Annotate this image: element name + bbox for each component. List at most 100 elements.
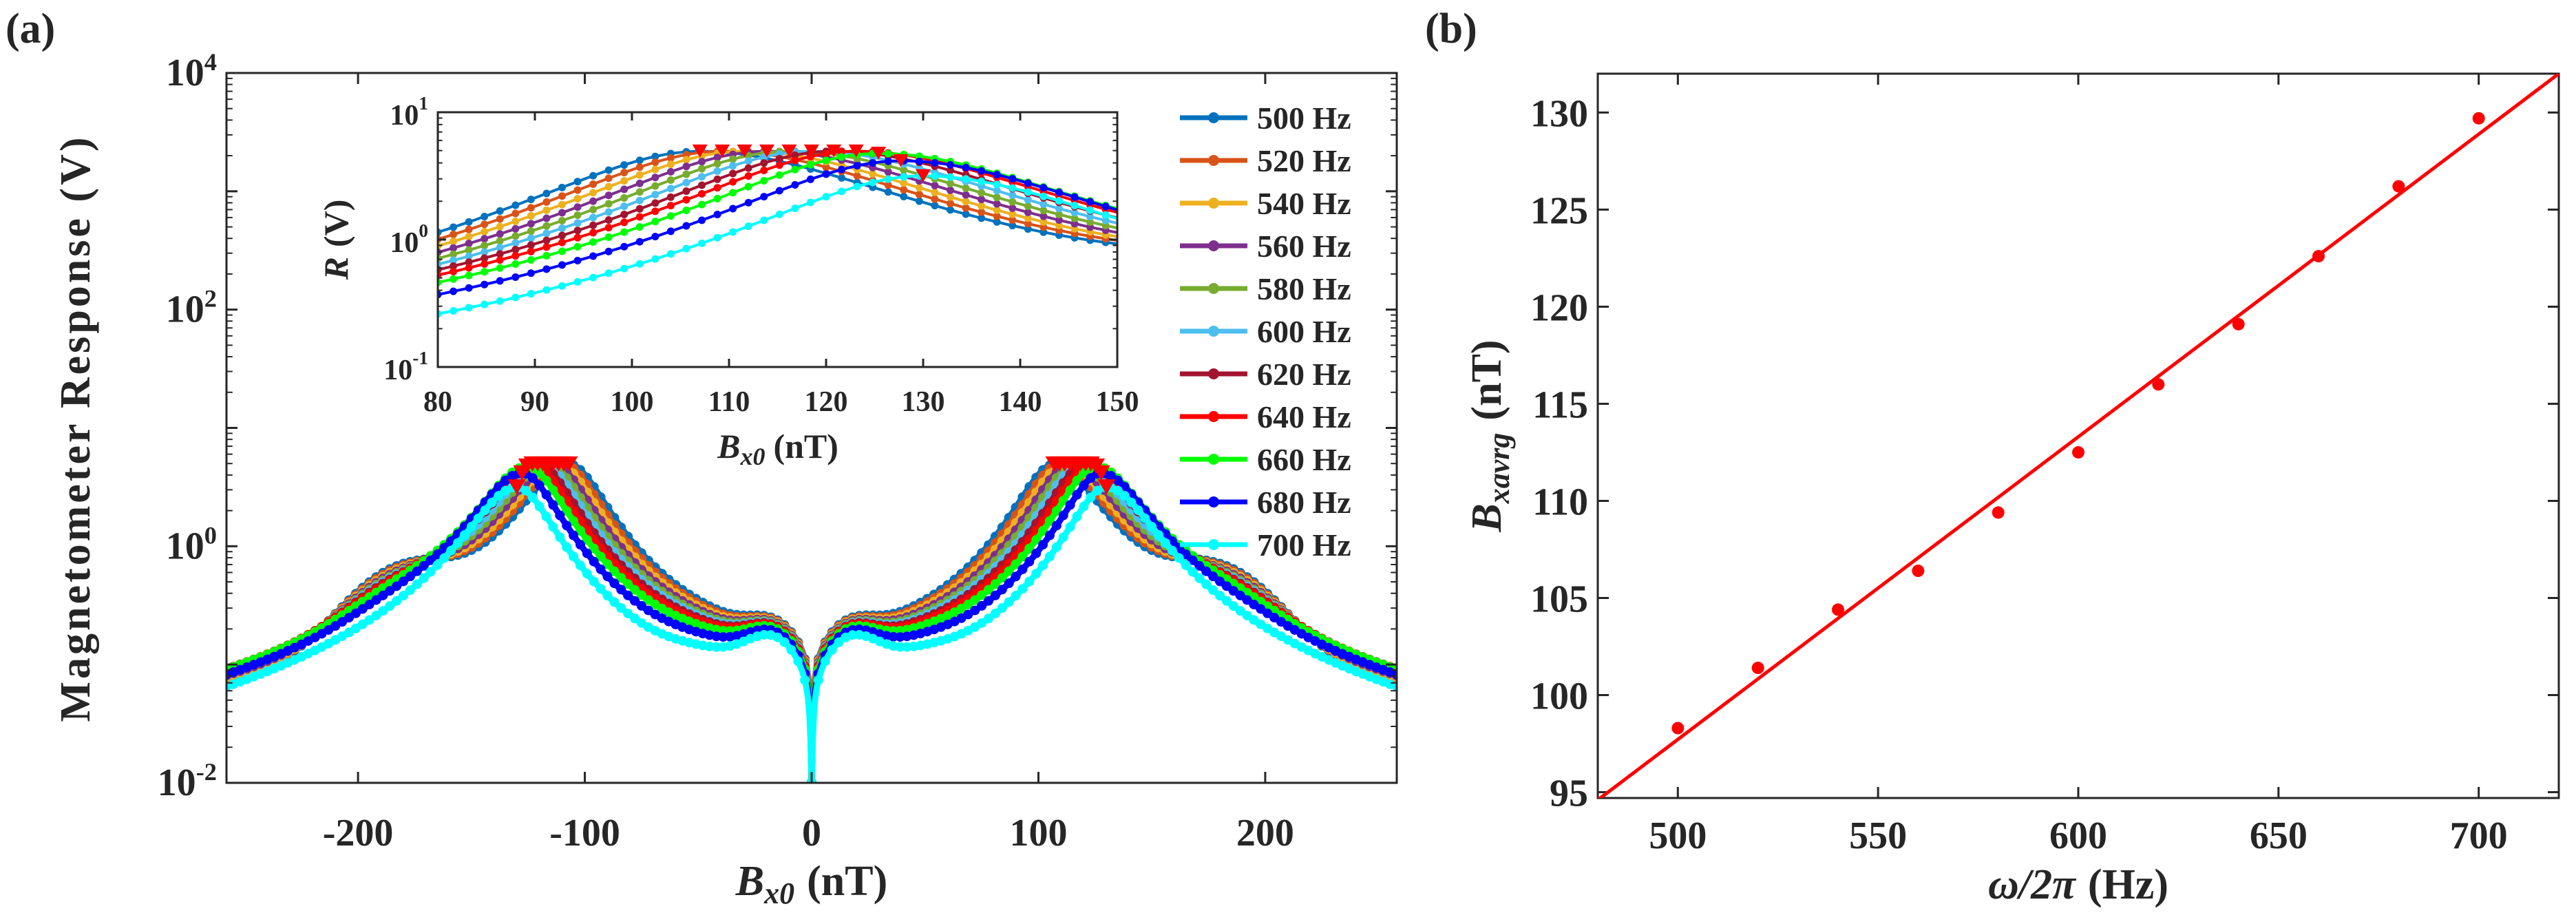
inset-series-marker — [450, 238, 458, 246]
series-marker — [575, 560, 585, 571]
data-point — [1671, 722, 1685, 735]
peak-marker — [1092, 465, 1110, 481]
inset-series-marker — [978, 202, 986, 210]
inset-series-marker — [666, 160, 675, 169]
series-marker — [1004, 578, 1014, 589]
inset-series-700-hz — [438, 172, 1117, 318]
legend-swatch-marker — [1208, 539, 1219, 550]
inset-series-marker — [729, 178, 737, 186]
main-ytick-label: 102 — [166, 285, 217, 331]
panel-b-xlabel: ω/2π (Hz) — [1988, 861, 2168, 908]
series-marker — [616, 603, 626, 613]
series-marker — [983, 613, 993, 624]
tick-exponent: 2 — [204, 285, 217, 313]
series-marker — [1140, 513, 1150, 523]
inset-series-marker — [589, 189, 598, 197]
inset-series-marker — [1086, 213, 1095, 221]
series-marker — [1174, 553, 1184, 563]
inset-series-marker — [838, 147, 846, 156]
series-marker — [1038, 525, 1048, 536]
b-xtick-label: 500 — [1649, 815, 1707, 857]
inset-series-marker — [496, 222, 504, 231]
main-xtick-label: -200 — [323, 812, 394, 854]
series-marker — [1004, 597, 1014, 607]
legend-label: 660 Hz — [1257, 442, 1351, 477]
inset-series-marker — [666, 168, 675, 176]
inset-series-marker — [620, 185, 629, 193]
inset-series-marker — [962, 163, 970, 171]
data-point — [2392, 180, 2405, 193]
series-marker — [555, 495, 565, 505]
series-marker — [1208, 585, 1218, 596]
series-marker — [1235, 606, 1245, 616]
legend-item: 660 Hz — [1180, 442, 1351, 477]
series-marker — [1228, 601, 1238, 611]
inset-series-marker — [915, 184, 923, 192]
series-marker — [1011, 591, 1021, 601]
series-marker — [412, 579, 422, 589]
inset-series-marker — [450, 275, 458, 283]
inset-series-marker — [542, 251, 551, 260]
inset-series-marker — [573, 178, 582, 186]
inset-series-marker — [682, 162, 690, 171]
series-marker — [562, 521, 572, 531]
series-marker — [609, 597, 620, 607]
series-marker — [990, 590, 1000, 600]
series-marker — [1044, 530, 1055, 540]
inset-series-marker — [791, 204, 799, 213]
inset-series-marker — [915, 197, 923, 205]
series-marker — [630, 585, 640, 595]
inset-series-marker — [496, 244, 504, 252]
inset-series-marker — [527, 227, 535, 235]
tick-exponent: 4 — [204, 48, 217, 76]
series-marker — [977, 618, 987, 628]
series-marker — [589, 556, 599, 567]
inset-series-marker — [838, 174, 846, 182]
series-marker — [983, 585, 993, 595]
inset-series-marker — [465, 264, 473, 272]
legend-swatch-marker — [1208, 411, 1219, 422]
series-marker — [1086, 492, 1096, 503]
inset-ytick-label: 101 — [390, 93, 428, 132]
inset-series-marker — [682, 207, 690, 215]
inset-xtick-label: 150 — [1096, 386, 1139, 418]
series-marker — [364, 599, 374, 609]
inset-series-marker — [775, 187, 783, 195]
inset-series-marker — [760, 216, 768, 224]
inset-series-marker — [931, 158, 939, 167]
inset-series-marker — [511, 209, 520, 218]
inset-series-marker — [978, 214, 986, 222]
inset-series-marker — [713, 160, 721, 168]
inset-series-marker — [558, 238, 566, 246]
inset-series-marker — [450, 250, 458, 258]
series-marker — [1031, 569, 1042, 579]
inset-xlabel: Bx0 (nT) — [717, 427, 838, 470]
inset-series-marker — [729, 169, 737, 178]
inset-series-marker — [1070, 214, 1079, 222]
series-marker — [1147, 522, 1157, 532]
series-marker — [562, 542, 572, 552]
inset-series-marker — [853, 162, 861, 170]
inset-series-marker — [744, 222, 752, 231]
inset-series-marker — [481, 235, 489, 243]
inset-series-marker — [511, 273, 520, 281]
inset-series-marker — [682, 170, 690, 178]
series-marker — [385, 586, 395, 596]
series-marker — [1187, 567, 1198, 577]
inset-series-marker — [822, 163, 830, 171]
series-marker — [1044, 552, 1055, 562]
inset-series-marker — [465, 252, 473, 260]
inset-series-marker — [760, 193, 768, 201]
inset-series-marker — [511, 232, 520, 240]
inset-series-marker — [527, 196, 535, 204]
series-marker — [1031, 548, 1042, 558]
b-xtick-label: 650 — [2250, 815, 2308, 857]
inset-series-marker — [822, 156, 830, 165]
inset-peak-marker — [893, 154, 909, 167]
inset-peak-marker — [715, 144, 730, 158]
inset-xtick-label: 110 — [708, 386, 750, 418]
series-marker — [630, 596, 640, 606]
inset-series-marker — [496, 256, 504, 264]
legend-item: 600 Hz — [1180, 314, 1351, 349]
